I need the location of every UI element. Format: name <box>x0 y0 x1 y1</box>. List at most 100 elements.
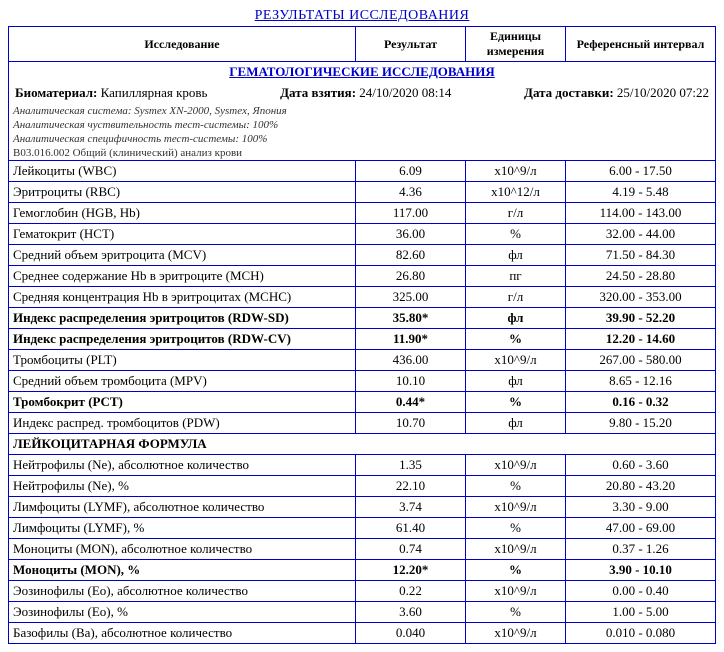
table-row: Гемоглобин (HGB, Hb)117.00г/л114.00 - 14… <box>9 203 716 224</box>
table-row: Средний объем эритроцита (MCV)82.60фл71.… <box>9 245 716 266</box>
cell-name: Средний объем эритроцита (MCV) <box>9 245 356 266</box>
cell-result: 0.22 <box>356 581 466 602</box>
cell-name: Эозинофилы (Eo), % <box>9 602 356 623</box>
cell-ref: 32.00 - 44.00 <box>566 224 716 245</box>
cell-name: Моноциты (MON), абсолютное количество <box>9 539 356 560</box>
cell-result: 0.74 <box>356 539 466 560</box>
cell-name: Нейтрофилы (Ne), абсолютное количество <box>9 455 356 476</box>
cell-name: Средняя концентрация Hb в эритроцитах (M… <box>9 287 356 308</box>
cell-unit: пг <box>466 266 566 287</box>
cell-name: Эозинофилы (Eo), абсолютное количество <box>9 581 356 602</box>
cell-result: 10.10 <box>356 371 466 392</box>
cell-unit: % <box>466 392 566 413</box>
cell-unit: г/л <box>466 203 566 224</box>
cell-ref: 1.00 - 5.00 <box>566 602 716 623</box>
cell-ref: 9.80 - 15.20 <box>566 413 716 434</box>
table-row: Моноциты (MON), %12.20*%3.90 - 10.10 <box>9 560 716 581</box>
cell-ref: 4.19 - 5.48 <box>566 182 716 203</box>
cell-ref: 320.00 - 353.00 <box>566 287 716 308</box>
table-row: Лимфоциты (LYMF), абсолютное количество3… <box>9 497 716 518</box>
cell-ref: 3.30 - 9.00 <box>566 497 716 518</box>
cell-result: 36.00 <box>356 224 466 245</box>
cell-ref: 0.00 - 0.40 <box>566 581 716 602</box>
cell-ref: 0.010 - 0.080 <box>566 623 716 644</box>
cell-ref: 39.90 - 52.20 <box>566 308 716 329</box>
cell-result: 1.35 <box>356 455 466 476</box>
cell-name: Гематокрит (HCT) <box>9 224 356 245</box>
cell-result: 35.80* <box>356 308 466 329</box>
table-row: Эозинофилы (Eo), %3.60%1.00 - 5.00 <box>9 602 716 623</box>
cell-result: 0.040 <box>356 623 466 644</box>
cell-ref: 3.90 - 10.10 <box>566 560 716 581</box>
cell-result: 22.10 <box>356 476 466 497</box>
th-units: Единицы измерения <box>466 27 566 62</box>
cell-unit: г/л <box>466 287 566 308</box>
cell-result: 117.00 <box>356 203 466 224</box>
cell-result: 11.90* <box>356 329 466 350</box>
table-row: Средний объем тромбоцита (MPV)10.10фл8.6… <box>9 371 716 392</box>
cell-ref: 24.50 - 28.80 <box>566 266 716 287</box>
report-title: РЕЗУЛЬТАТЫ ИССЛЕДОВАНИЯ <box>8 8 716 24</box>
section-hematology: ГЕМАТОЛОГИЧЕСКИЕ ИССЛЕДОВАНИЯ <box>9 62 716 83</box>
cell-name: Индекс распред. тромбоцитов (PDW) <box>9 413 356 434</box>
cell-unit: % <box>466 476 566 497</box>
cell-result: 12.20* <box>356 560 466 581</box>
table-row: Лимфоциты (LYMF), %61.40%47.00 - 69.00 <box>9 518 716 539</box>
cell-ref: 6.00 - 17.50 <box>566 161 716 182</box>
table-row: Гематокрит (HCT)36.00%32.00 - 44.00 <box>9 224 716 245</box>
note-0: Аналитическая система: Sysmex XN-2000, S… <box>9 104 716 118</box>
date-deliv: 25/10/2020 07:22 <box>617 85 709 100</box>
cell-unit: % <box>466 329 566 350</box>
cell-name: Среднее содержание Hb в эритроците (MCH) <box>9 266 356 287</box>
th-result: Результат <box>356 27 466 62</box>
cell-name: Лимфоциты (LYMF), % <box>9 518 356 539</box>
cell-ref: 0.60 - 3.60 <box>566 455 716 476</box>
bio-value: Капиллярная кровь <box>101 85 208 100</box>
cell-result: 10.70 <box>356 413 466 434</box>
cell-unit: x10^9/л <box>466 623 566 644</box>
cell-unit: фл <box>466 308 566 329</box>
cell-ref: 8.65 - 12.16 <box>566 371 716 392</box>
cell-unit: % <box>466 518 566 539</box>
cell-name: Нейтрофилы (Ne), % <box>9 476 356 497</box>
cell-name: Индекс распределения эритроцитов (RDW-CV… <box>9 329 356 350</box>
cell-result: 82.60 <box>356 245 466 266</box>
cell-unit: % <box>466 224 566 245</box>
cell-unit: x10^9/л <box>466 455 566 476</box>
cell-result: 325.00 <box>356 287 466 308</box>
date-deliv-label: Дата доставки: <box>524 85 614 100</box>
meta-line: Биоматериал: Капиллярная кровь Дата взят… <box>13 84 711 102</box>
table-row: Индекс распред. тромбоцитов (PDW)10.70фл… <box>9 413 716 434</box>
subhead-leukocyte: ЛЕЙКОЦИТАРНАЯ ФОРМУЛА <box>9 434 716 455</box>
table-row: Средняя концентрация Hb в эритроцитах (M… <box>9 287 716 308</box>
table-row: Эозинофилы (Eo), абсолютное количество0.… <box>9 581 716 602</box>
cell-unit: x10^9/л <box>466 350 566 371</box>
table-row: Нейтрофилы (Ne), %22.10%20.80 - 43.20 <box>9 476 716 497</box>
cell-unit: фл <box>466 371 566 392</box>
cell-result: 3.74 <box>356 497 466 518</box>
cell-ref: 0.37 - 1.26 <box>566 539 716 560</box>
cell-result: 4.36 <box>356 182 466 203</box>
table-row: Индекс распределения эритроцитов (RDW-CV… <box>9 329 716 350</box>
note-3: B03.016.002 Общий (клинический) анализ к… <box>9 146 716 161</box>
cell-ref: 20.80 - 43.20 <box>566 476 716 497</box>
cell-result: 26.80 <box>356 266 466 287</box>
cell-ref: 0.16 - 0.32 <box>566 392 716 413</box>
cell-unit: x10^9/л <box>466 497 566 518</box>
cell-name: Средний объем тромбоцита (MPV) <box>9 371 356 392</box>
date-taken-label: Дата взятия: <box>280 85 356 100</box>
table-row: Тромбоциты (PLT)436.00x10^9/л267.00 - 58… <box>9 350 716 371</box>
cell-ref: 71.50 - 84.30 <box>566 245 716 266</box>
cell-result: 61.40 <box>356 518 466 539</box>
bio-label: Биоматериал: <box>15 85 97 100</box>
cell-ref: 47.00 - 69.00 <box>566 518 716 539</box>
table-row: Базофилы (Ba), абсолютное количество0.04… <box>9 623 716 644</box>
table-row: Нейтрофилы (Ne), абсолютное количество1.… <box>9 455 716 476</box>
table-row: Эритроциты (RBC)4.36x10^12/л4.19 - 5.48 <box>9 182 716 203</box>
cell-name: Индекс распределения эритроцитов (RDW-SD… <box>9 308 356 329</box>
cell-name: Лейкоциты (WBC) <box>9 161 356 182</box>
note-1: Аналитическая чуствительность тест-систе… <box>9 118 716 132</box>
header-row: Исследование Результат Единицы измерения… <box>9 27 716 62</box>
cell-ref: 114.00 - 143.00 <box>566 203 716 224</box>
date-taken: 24/10/2020 08:14 <box>359 85 451 100</box>
